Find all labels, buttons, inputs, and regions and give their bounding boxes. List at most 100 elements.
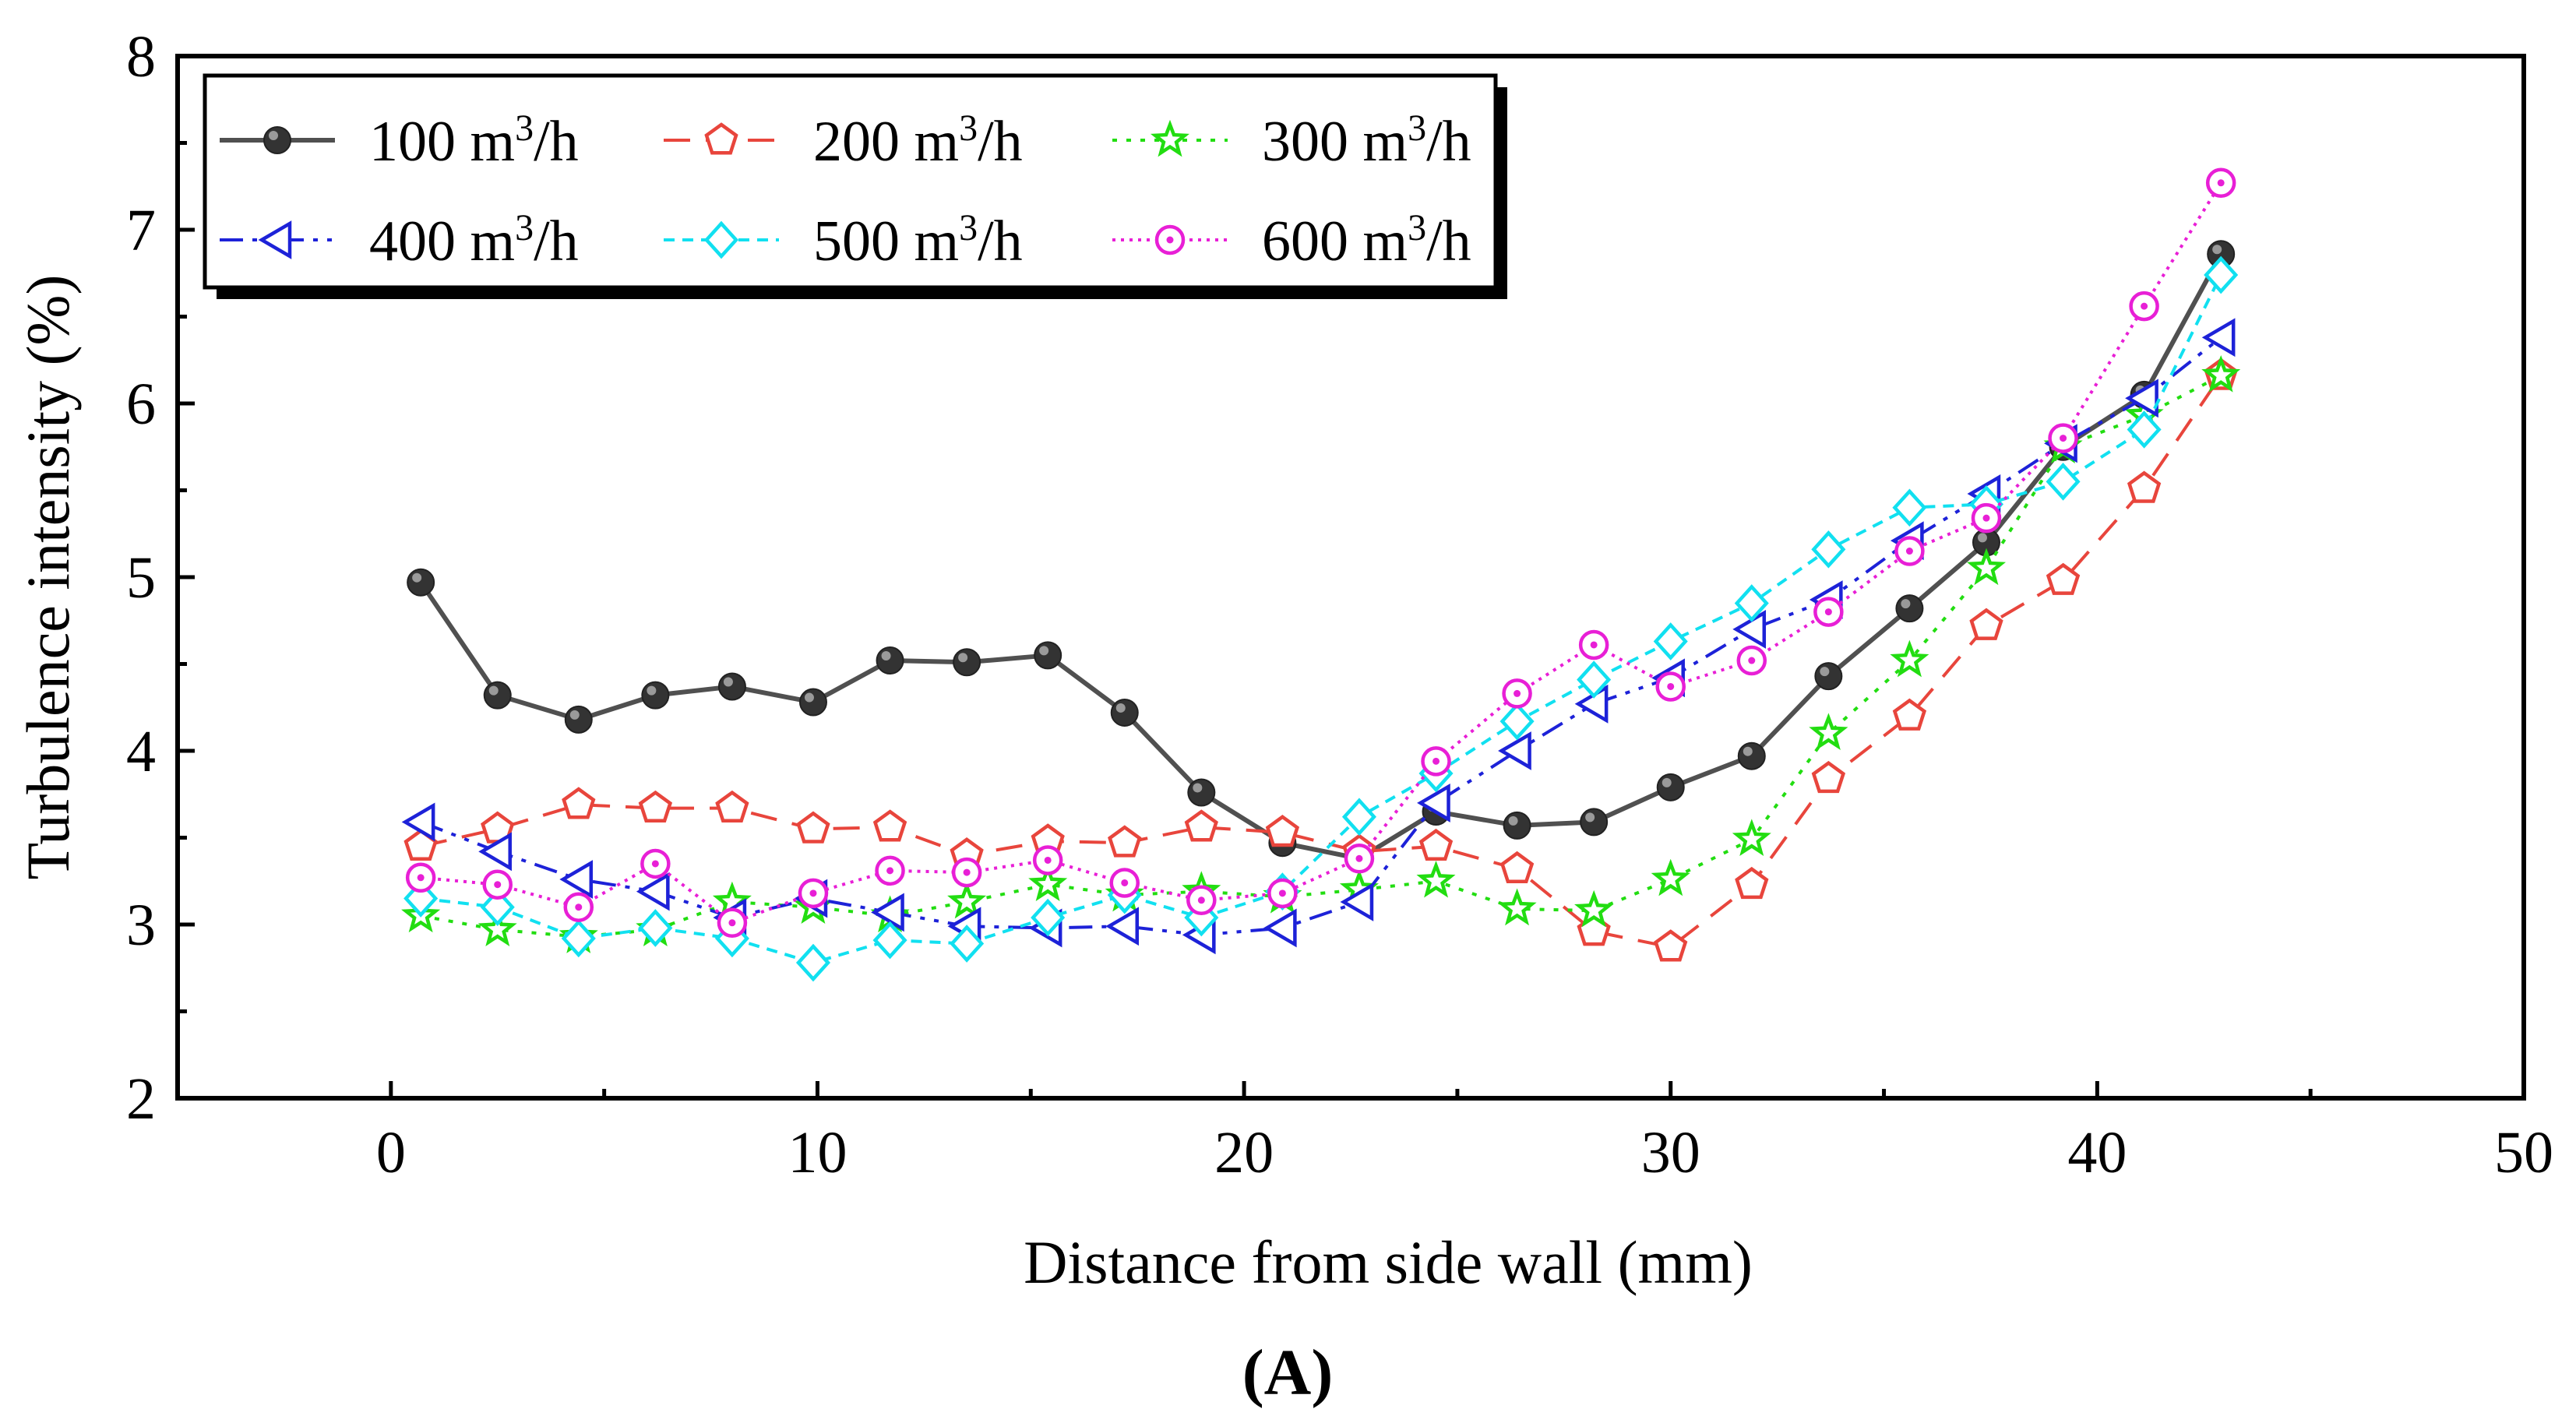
data-point [483, 681, 512, 710]
data-point [407, 568, 435, 597]
data-point [401, 802, 435, 842]
data-point [798, 878, 829, 909]
data-point [717, 907, 748, 939]
data-point [564, 705, 593, 734]
data-point [1655, 671, 1686, 702]
data-point [2201, 354, 2241, 393]
data-point [480, 888, 515, 927]
legend-entry: 600 m3/h [1112, 207, 1471, 274]
data-point [482, 869, 513, 900]
data-point [1344, 844, 1375, 874]
data-point [1187, 778, 1216, 807]
data-point [1034, 641, 1062, 670]
series-line [420, 336, 2222, 937]
series-line [418, 252, 2223, 861]
data-point [1736, 645, 1767, 676]
panel-label: (A) [1242, 1337, 1334, 1409]
data-point [1184, 809, 1218, 842]
y-tick-label: 2 [126, 1066, 156, 1132]
y-tick-label: 4 [126, 719, 156, 784]
data-point [795, 943, 831, 982]
series-line [421, 181, 2222, 925]
y-axis-title: Turbulence intensity (%) [14, 275, 82, 880]
data-point [1416, 860, 1456, 898]
data-point [871, 893, 904, 932]
data-point [641, 681, 670, 710]
data-point [1892, 488, 1927, 527]
data-point [2204, 255, 2239, 294]
data-point [1503, 811, 1531, 840]
x-tick-label: 30 [1641, 1120, 1700, 1185]
x-tick-label: 10 [788, 1120, 847, 1185]
y-tick-label: 6 [126, 372, 156, 437]
data-point [1735, 866, 1769, 900]
data-point [1031, 898, 1066, 937]
data-point [1653, 622, 1688, 660]
data-point [2125, 379, 2158, 418]
data-point [559, 860, 594, 899]
legend-entry: 400 m3/h [220, 207, 579, 273]
y-tick-label: 7 [126, 198, 156, 263]
x-tick-label: 50 [2494, 1120, 2553, 1185]
legend-label: 300 m3/h [1262, 107, 1471, 174]
data-point [1267, 878, 1298, 909]
data-point [872, 809, 907, 842]
data-point [1656, 773, 1685, 801]
data-point [638, 790, 673, 823]
legend-marker [704, 122, 738, 155]
data-point [1813, 597, 1844, 627]
data-point [1732, 819, 1771, 857]
data-point [1265, 815, 1300, 847]
data-point [1737, 741, 1766, 770]
series-line [420, 374, 2222, 939]
data-point [1892, 698, 1927, 731]
data-point [1421, 746, 1451, 777]
data-point [561, 919, 596, 958]
legend-box [203, 73, 1498, 290]
data-point [1263, 908, 1297, 948]
data-point [2207, 240, 2236, 269]
data-point [1105, 907, 1140, 946]
data-point [1186, 885, 1217, 916]
legend-label: 100 m3/h [369, 107, 579, 174]
data-point [405, 862, 436, 893]
legend-marker [263, 126, 291, 154]
data-point [1418, 828, 1454, 861]
data-point [1895, 594, 1924, 623]
legend-entry: 200 m3/h [664, 107, 1023, 174]
legend-label: 200 m3/h [813, 107, 1023, 174]
data-point [1578, 629, 1609, 660]
data-point [1811, 760, 1846, 794]
data-point [1497, 888, 1537, 926]
data-point [2127, 410, 2162, 449]
legend-marker [1154, 224, 1186, 255]
y-tick-label: 3 [126, 893, 156, 958]
data-point [2127, 470, 2162, 503]
y-tick-label: 8 [126, 24, 156, 90]
data-point [638, 909, 673, 947]
data-point [715, 790, 749, 823]
data-point [1971, 502, 2002, 534]
y-tick-label: 5 [126, 545, 156, 611]
series-3 [401, 354, 2241, 953]
data-point [1499, 702, 1535, 741]
data-point [1814, 662, 1843, 691]
data-point [1499, 851, 1535, 884]
data-point [2046, 562, 2081, 595]
legend-label: 500 m3/h [813, 207, 1023, 274]
data-point [953, 648, 981, 677]
data-point [1028, 864, 1068, 902]
data-point [951, 857, 982, 888]
data-point [1110, 698, 1139, 727]
series-line [420, 375, 2222, 949]
data-point [798, 688, 827, 717]
legend-entry: 300 m3/h [1112, 107, 1471, 174]
data-point [562, 787, 596, 819]
data-point [640, 848, 671, 879]
data-point [1032, 845, 1063, 875]
data-point [2048, 423, 2078, 453]
data-point [717, 672, 746, 701]
legend: 100 m3/h 200 m3/h 300 m3/h 400 m3/h 500 m3/h… [203, 73, 1507, 299]
legend-label: 600 m3/h [1262, 207, 1471, 274]
x-tick-label: 20 [1214, 1120, 1274, 1185]
